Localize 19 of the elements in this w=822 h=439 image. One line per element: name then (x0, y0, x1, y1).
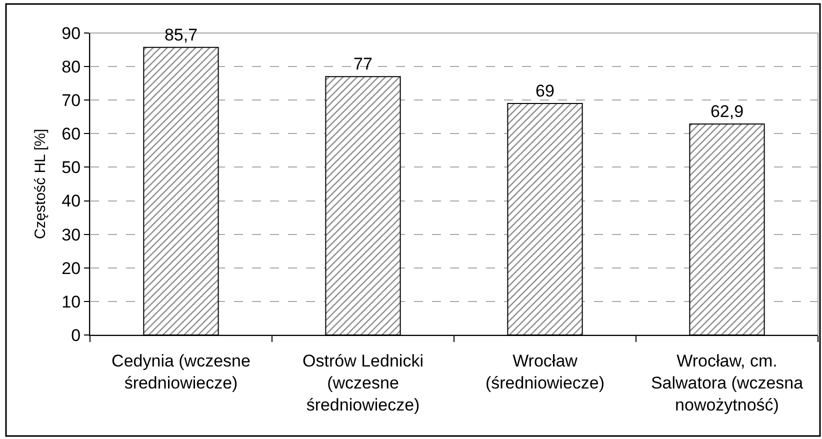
y-tick-label: 60 (62, 124, 81, 144)
x-tick-label: Wrocław, cm. Salwatora (wczesna nowożytność) (650, 351, 804, 415)
data-label: 69 (536, 81, 554, 100)
y-tick-label: 20 (62, 258, 81, 278)
data-label: 85,7 (164, 25, 198, 44)
y-tick-label: 80 (62, 58, 81, 77)
y-tick-label: 10 (62, 292, 81, 312)
y-tick-label: 50 (62, 158, 81, 178)
y-tick-label: 30 (62, 225, 81, 244)
y-axis-title: Częstość HL [%] (32, 128, 49, 240)
x-tick-label: Ostrów Lednicki (wczesne średniowiecze) (302, 351, 424, 415)
y-tick-label: 70 (62, 91, 81, 110)
x-tick-label: Cedynia (wczesne średniowiecze) (112, 351, 250, 392)
data-label: 77 (354, 54, 372, 74)
x-tick-label: Wrocław (średniowiecze) (485, 351, 605, 392)
y-tick-label: 40 (62, 192, 81, 211)
y-tick-label: 0 (71, 326, 81, 345)
data-label: 62,9 (710, 102, 744, 121)
y-tick-label: 90 (62, 24, 81, 43)
